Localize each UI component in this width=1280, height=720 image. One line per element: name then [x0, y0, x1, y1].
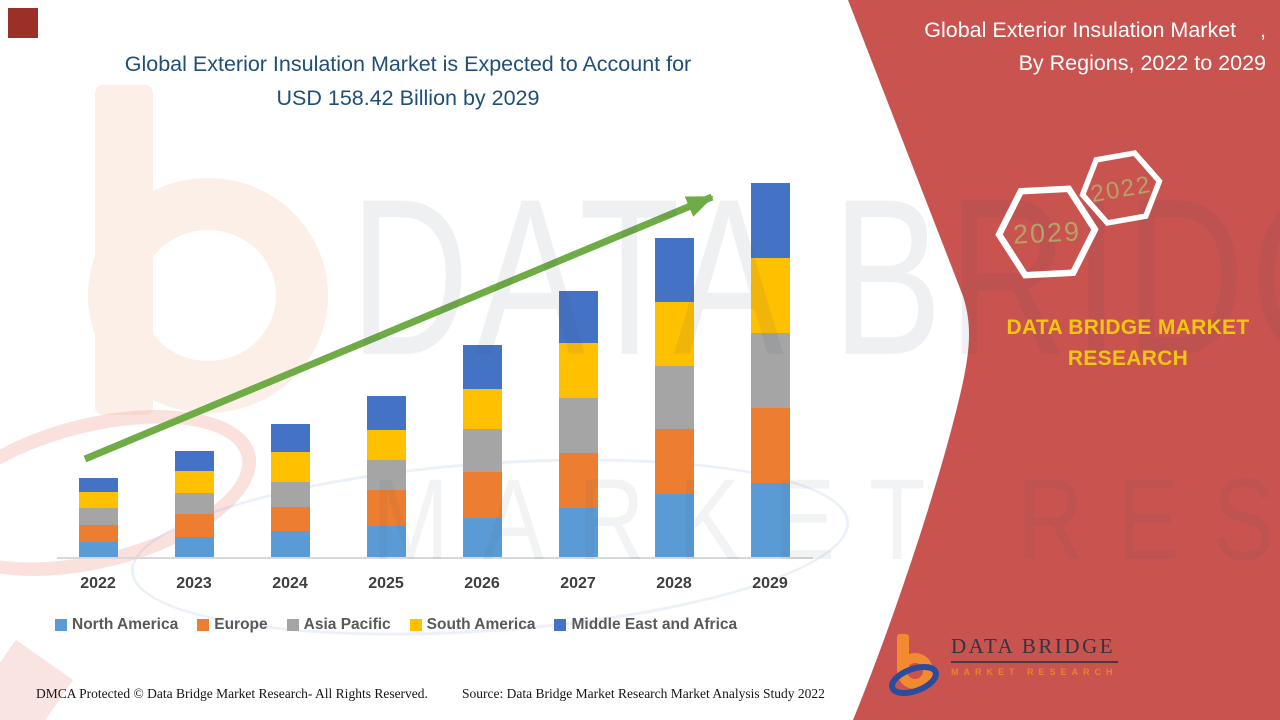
hexagon-2022	[1079, 150, 1163, 226]
watermark-text-line1: DATA BRIDGE	[350, 152, 1280, 402]
legend-item-europe: Europe	[197, 616, 268, 634]
legend-swatch	[286, 619, 299, 631]
legend-swatch	[55, 619, 67, 631]
corner-red-square	[8, 8, 38, 38]
bar-2027-north-america	[558, 507, 598, 558]
x-label-2024: 2024	[272, 575, 308, 592]
bar-2029-asia-pacific	[750, 332, 790, 408]
bar-2025-north-america	[366, 525, 406, 558]
side-panel-red-wave	[848, 0, 1280, 720]
brand-text-line2: RESEARCH	[1067, 347, 1189, 370]
bar-2024-asia-pacific	[270, 481, 310, 507]
bar-2024-europe	[270, 506, 310, 531]
bar-2025-asia-pacific	[366, 460, 406, 490]
footer-dmca-text: DMCA Protected © Data Bridge Market Rese…	[36, 686, 428, 701]
bar-2023-asia-pacific	[174, 492, 214, 514]
dbmr-logo-subtext: MARKET RESEARCH	[951, 667, 1118, 677]
brand-text-line1: DATA BRIDGE MARKET	[1006, 316, 1250, 339]
legend-label: Europe	[214, 616, 268, 633]
year-hexagons: 2022 2029	[995, 150, 1163, 279]
bar-2024-north-america	[270, 531, 310, 558]
legend-item-middle-east-and-africa: Middle East and Africa	[554, 616, 737, 634]
x-label-2026: 2026	[464, 575, 500, 592]
bar-2022-south-america	[78, 491, 118, 508]
side-panel-title-line1: Global Exterior Insulation Market ,	[924, 18, 1266, 42]
dbmr-logo: DATA BRIDGE MARKET RESEARCH	[889, 634, 1118, 696]
hexagon-2022-label: 2022	[1089, 171, 1154, 208]
dbmr-logo-mark	[889, 634, 939, 696]
legend-swatch	[409, 619, 422, 631]
bar-2022-north-america	[78, 541, 118, 558]
x-label-2025: 2025	[368, 575, 404, 592]
chart-title-line1: Global Exterior Insulation Market is Exp…	[124, 52, 692, 76]
chart-title: Global Exterior Insulation Market is Exp…	[30, 47, 786, 115]
legend-item-asia-pacific: Asia Pacific	[286, 616, 391, 634]
side-panel-title: Global Exterior Insulation Market , By R…	[924, 14, 1266, 80]
bar-2029-north-america	[750, 482, 790, 558]
bar-2023-europe	[174, 513, 214, 537]
bar-2022-middle-east-and-africa	[78, 477, 118, 492]
bar-2023-north-america	[174, 536, 214, 558]
x-label-2029: 2029	[752, 575, 788, 592]
x-label-2023: 2023	[176, 575, 212, 592]
chart-legend: North America Europe Asia Pacific South Ame…	[55, 616, 737, 634]
x-label-2027: 2027	[560, 575, 596, 592]
legend-label: North America	[72, 616, 179, 633]
footer-source-text: Source: Data Bridge Market Research Mark…	[462, 686, 825, 701]
bar-2026-north-america	[462, 517, 502, 558]
bar-2029-south-america	[750, 257, 790, 333]
x-label-2022: 2022	[80, 575, 116, 592]
bar-2029-europe	[750, 407, 790, 483]
hexagon-2029-label: 2029	[1012, 216, 1082, 250]
legend-swatch	[554, 619, 567, 631]
side-panel-title-line2: By Regions, 2022 to 2029	[1018, 51, 1266, 75]
legend-item-north-america: North America	[55, 616, 178, 634]
dbmr-logo-wordmark: DATA BRIDGE	[951, 634, 1118, 663]
legend-swatch	[197, 619, 210, 631]
bar-2028-north-america	[654, 493, 694, 558]
brand-text: DATA BRIDGE MARKET RESEARCH	[1000, 312, 1256, 374]
bar-2022-asia-pacific	[78, 507, 118, 525]
logo-blue-swoosh	[889, 664, 939, 696]
bar-2025-europe	[366, 489, 406, 526]
watermark-text-line2: MARKET RESEARCH	[372, 456, 1280, 584]
bar-2029-middle-east-and-africa	[750, 183, 790, 258]
legend-label: Middle East and Africa	[571, 616, 738, 633]
legend-label: South America	[426, 616, 536, 633]
dbmr-logo-text: DATA BRIDGE MARKET RESEARCH	[951, 634, 1118, 677]
legend-item-south-america: South America	[409, 616, 536, 634]
bar-2022-europe	[78, 524, 118, 542]
bar-2026-europe	[462, 471, 502, 518]
chart-title-line2: USD 158.42 Billion by 2029	[276, 86, 540, 110]
x-axis-line	[57, 557, 813, 559]
legend-label: Asia Pacific	[303, 616, 391, 633]
hexagon-2029	[995, 185, 1099, 279]
x-label-2028: 2028	[656, 575, 692, 592]
bar-2023-south-america	[174, 470, 214, 493]
